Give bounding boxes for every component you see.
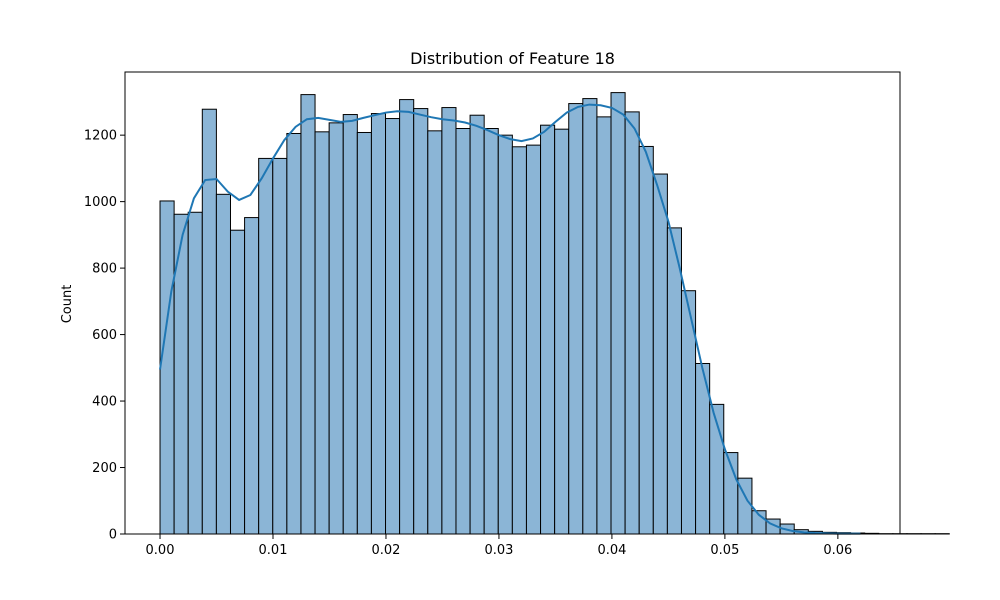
y-axis-label: Count	[60, 285, 75, 324]
x-tick-label: 0.02	[371, 543, 400, 558]
histogram-bar	[229, 229, 246, 535]
histogram-bar	[370, 113, 387, 535]
histogram-bar	[201, 108, 217, 535]
histogram-bar	[215, 193, 231, 535]
x-tick-label: 0.04	[597, 543, 626, 558]
histogram-bar	[483, 128, 499, 535]
histogram-bar	[356, 131, 372, 535]
histogram-bar	[314, 131, 330, 535]
y-tick-label: 1000	[84, 195, 117, 210]
histogram-bar	[568, 103, 584, 535]
histogram-bar	[385, 118, 401, 535]
histogram-bar	[652, 173, 668, 535]
y-tick-label: 400	[92, 395, 117, 410]
histogram-bar	[582, 98, 598, 535]
plot-frame	[124, 71, 901, 535]
y-tick-label: 800	[92, 262, 117, 277]
kde-curve	[159, 103, 861, 535]
x-tick-label: 0.01	[259, 543, 288, 558]
histogram-bar	[610, 92, 626, 535]
histogram-bar	[300, 94, 316, 535]
x-tick-label: 0.05	[710, 543, 739, 558]
histogram-bar	[427, 130, 443, 535]
histogram-bar	[286, 132, 302, 535]
histogram-bar	[638, 145, 654, 535]
histogram-bar	[258, 157, 274, 535]
y-tick-label: 1200	[84, 129, 117, 144]
histogram-bar	[469, 114, 485, 535]
histogram-bar	[540, 124, 556, 535]
y-tick-label: 600	[92, 328, 117, 343]
histogram-bar	[624, 111, 640, 535]
histogram-bar	[511, 146, 527, 535]
chart-title: Distribution of Feature 18	[410, 49, 615, 68]
histogram-bar	[596, 116, 612, 535]
y-tick-label: 0	[109, 528, 117, 543]
x-tick-label: 0.03	[484, 543, 513, 558]
histogram-bar	[328, 122, 344, 535]
histogram-bar	[244, 217, 260, 535]
histogram-bar	[159, 200, 175, 535]
y-axis: 0 200 400 600 800 1000 1200	[84, 129, 125, 543]
y-tick-label: 200	[92, 461, 117, 476]
x-tick-label: 0.00	[146, 543, 175, 558]
histogram-bar	[497, 134, 513, 535]
histogram-bar	[187, 211, 203, 535]
histogram-bar	[525, 144, 542, 535]
x-tick-label: 0.06	[823, 543, 852, 558]
histogram-bar	[399, 99, 415, 535]
x-axis: 0.00 0.01 0.02 0.03 0.04 0.05 0.06	[146, 534, 852, 558]
histogram-bar	[272, 157, 288, 535]
histogram-bar	[666, 227, 682, 535]
histogram-bar	[441, 107, 457, 535]
histogram-bar	[413, 108, 429, 535]
histogram-bar	[455, 128, 471, 535]
histogram-bar	[554, 128, 570, 535]
histogram-bar	[342, 114, 358, 535]
histogram-bars	[159, 92, 950, 535]
